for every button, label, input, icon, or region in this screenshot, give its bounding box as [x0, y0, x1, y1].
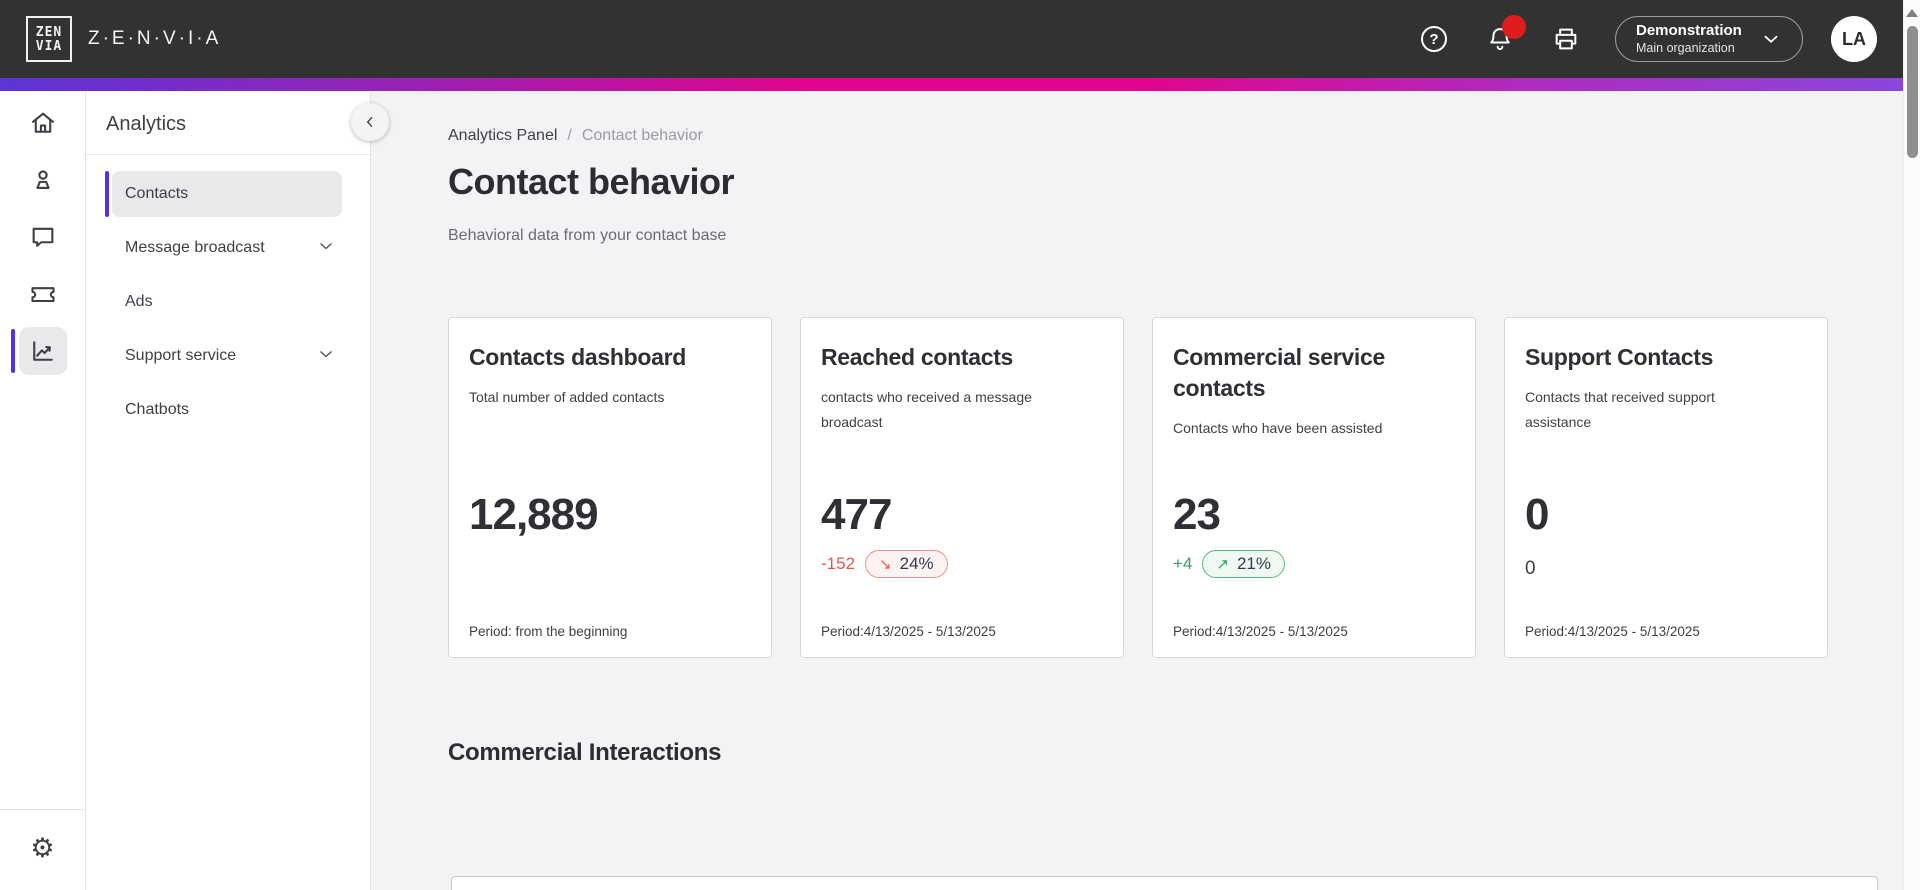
- card-period: Period: from the beginning: [469, 624, 628, 639]
- sidebar-item-ads[interactable]: Ads: [112, 275, 342, 329]
- chevron-down-icon: [316, 344, 336, 369]
- printer-icon: [1555, 28, 1577, 50]
- sidebar-item-label: Ads: [125, 293, 153, 310]
- card-period: Period:4/13/2025 - 5/13/2025: [1173, 624, 1348, 639]
- icon-rail: ⚙: [0, 91, 86, 890]
- organization-name: Demonstration: [1636, 21, 1742, 39]
- breadcrumb: Analytics Panel / Contact behavior: [448, 127, 1903, 145]
- page-title: Contact behavior: [448, 161, 735, 202]
- card-title: Commercial service contacts: [1173, 344, 1385, 402]
- card-value: 12,889: [469, 490, 599, 539]
- page-subtitle: Behavioral data from your contact base: [448, 227, 727, 244]
- sidebar-item-chatbots[interactable]: Chatbots: [112, 383, 342, 437]
- card-value: 23: [1173, 490, 1221, 539]
- person-icon: [35, 170, 50, 189]
- organization-subtitle: Main organization: [1636, 40, 1735, 55]
- help-button[interactable]: ?: [1419, 24, 1449, 54]
- user-avatar[interactable]: LA: [1831, 16, 1877, 62]
- card-trend-row: -152 ↘ 24%: [821, 550, 948, 578]
- card-secondary-value: 0: [1525, 558, 1536, 579]
- card-title: Contacts dashboard: [469, 344, 686, 370]
- sidebar-item-label: Message broadcast: [125, 239, 265, 256]
- sidebar-item-label: Support service: [125, 347, 237, 364]
- main-content: Analytics Panel / Contact behavior Conta…: [371, 91, 1903, 890]
- sidebar-item-label: Contacts: [125, 185, 189, 202]
- top-header: ZEN VIA Z·E·N·V·I·A ?: [0, 0, 1903, 78]
- card-contacts-dashboard: Contacts dashboard Total number of added…: [448, 317, 772, 658]
- card-period: Period:4/13/2025 - 5/13/2025: [1525, 624, 1700, 639]
- card-period: Period:4/13/2025 - 5/13/2025: [821, 624, 996, 639]
- sidebar-nav: Contacts Message broadcast Ads Support s…: [86, 171, 370, 437]
- print-button[interactable]: [1551, 24, 1581, 54]
- card-commercial-service-contacts: Commercial service contacts Contacts who…: [1152, 317, 1476, 658]
- card-description: Total number of added contacts: [469, 389, 665, 406]
- card-description: Contacts that received support assistanc…: [1525, 389, 1715, 430]
- scrollbar-up-arrow[interactable]: [1906, 9, 1918, 17]
- card-value: 0: [1525, 490, 1550, 539]
- brand-gradient-bar: [0, 78, 1903, 91]
- commercial-interactions-card: [451, 876, 1878, 890]
- card-description: contacts who received a message broadcas…: [821, 389, 1032, 430]
- help-icon: ?: [1421, 26, 1447, 52]
- delta-value: +4: [1173, 554, 1193, 573]
- rail-item-settings[interactable]: ⚙: [19, 824, 67, 872]
- chevron-down-icon: [1764, 35, 1778, 43]
- scrollbar-thumb[interactable]: [1907, 26, 1918, 158]
- trend-badge-down: ↘ 24%: [865, 550, 948, 578]
- chart-line-icon: [32, 341, 53, 361]
- active-item-indicator: [105, 171, 109, 217]
- delta-value: -152: [821, 554, 856, 573]
- brand-wordmark: Z·E·N·V·I·A: [88, 28, 222, 49]
- sidebar-item-label: Chatbots: [125, 401, 190, 418]
- sidebar-title: Analytics: [106, 113, 187, 135]
- card-title: Reached contacts: [821, 344, 1014, 370]
- card-value: 477: [821, 490, 892, 539]
- card-reached-contacts: Reached contacts contacts who received a…: [800, 317, 1124, 658]
- notifications-button[interactable]: [1485, 15, 1526, 54]
- rail-item-conversations[interactable]: [19, 213, 67, 261]
- trend-badge-up: ↗ 21%: [1202, 550, 1285, 578]
- rail-item-analytics[interactable]: [10, 327, 67, 375]
- card-title: Support Contacts: [1525, 344, 1714, 370]
- chevron-down-icon: [316, 236, 336, 261]
- rail-item-home[interactable]: [19, 99, 67, 147]
- rail-footer: ⚙: [0, 809, 85, 890]
- card-support-contacts: Support Contacts Contacts that received …: [1504, 317, 1828, 658]
- sidebar-divider: [86, 154, 370, 155]
- active-rail-indicator: [10, 329, 15, 373]
- section-title-commercial-interactions: Commercial Interactions: [448, 739, 722, 766]
- organization-selector[interactable]: Demonstration Main organization: [1615, 16, 1803, 62]
- breadcrumb-separator: /: [567, 127, 572, 144]
- card-trend-row: +4 ↗ 21%: [1173, 550, 1285, 578]
- sidebar-collapse-button[interactable]: [351, 103, 389, 141]
- zenvia-logo-icon[interactable]: ZEN VIA: [26, 16, 72, 62]
- sidebar-item-contacts[interactable]: Contacts: [105, 171, 342, 217]
- logo-text-bottom: VIA: [35, 38, 63, 54]
- home-icon: [31, 112, 54, 133]
- rail-item-contacts[interactable]: [19, 156, 67, 204]
- arrow-up-right-icon: ↗: [1216, 555, 1229, 573]
- gear-icon: ⚙: [30, 832, 55, 864]
- breadcrumb-current: Contact behavior: [581, 127, 703, 144]
- breadcrumb-analytics-panel[interactable]: Analytics Panel: [448, 127, 558, 144]
- logo-text-top: ZEN: [35, 24, 63, 40]
- delta-percent: 21%: [1236, 554, 1271, 573]
- chevron-left-icon: [367, 117, 373, 127]
- chat-icon: [32, 227, 53, 247]
- card-description: Contacts who have been assisted: [1173, 420, 1383, 437]
- delta-percent: 24%: [899, 554, 934, 573]
- analytics-sidebar: Analytics Contacts Message broadcast Ads…: [86, 91, 389, 890]
- notification-badge: [1502, 15, 1526, 39]
- page-scrollbar[interactable]: [1903, 0, 1920, 890]
- sidebar-item-support-service[interactable]: Support service: [112, 329, 342, 383]
- sidebar-item-message-broadcast[interactable]: Message broadcast: [112, 221, 342, 275]
- topbar-actions: ?: [1419, 15, 1581, 54]
- organization-labels: Demonstration Main organization: [1636, 22, 1742, 56]
- arrow-down-right-icon: ↘: [879, 555, 892, 573]
- rail-item-campaigns[interactable]: [19, 270, 67, 318]
- metric-cards-row: Contacts dashboard Total number of added…: [448, 317, 1903, 658]
- ticket-icon: [30, 287, 55, 303]
